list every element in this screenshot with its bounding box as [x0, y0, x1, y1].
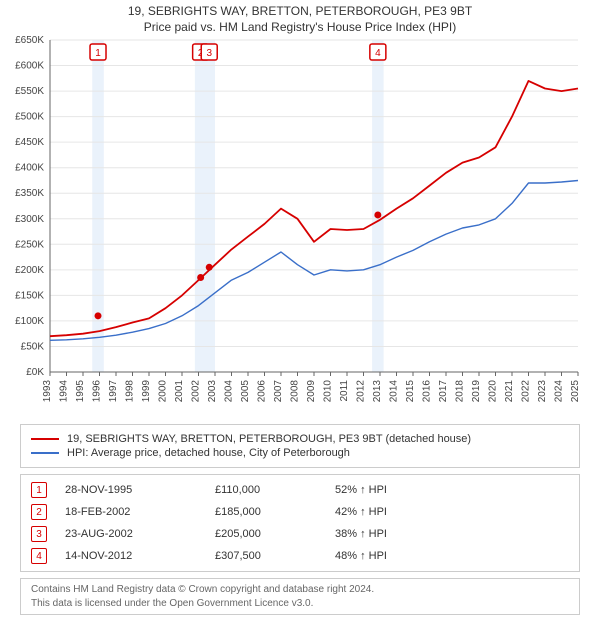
- price-chart: £0K £50K £100K £150K £200K £250K £300K £350K £40…: [0, 36, 600, 416]
- svg-text:4: 4: [375, 48, 381, 59]
- svg-text:2021: 2021: [504, 380, 515, 403]
- svg-text:2025: 2025: [570, 380, 581, 403]
- svg-text:3: 3: [206, 48, 212, 59]
- svg-text:2018: 2018: [455, 380, 466, 403]
- svg-text:2005: 2005: [240, 380, 251, 403]
- svg-text:1993: 1993: [42, 380, 53, 403]
- svg-text:1997: 1997: [108, 380, 119, 403]
- svg-text:£300K: £300K: [15, 214, 44, 225]
- svg-text:2022: 2022: [521, 380, 532, 403]
- svg-text:£50K: £50K: [21, 341, 45, 352]
- sale-marker-icon: 3: [31, 526, 47, 542]
- sale-date: 23-AUG-2002: [65, 528, 215, 540]
- sale-price: £185,000: [215, 506, 335, 518]
- sale-diff: 38% ↑ HPI: [335, 528, 455, 540]
- sale-price: £205,000: [215, 528, 335, 540]
- sale-date: 28-NOV-1995: [65, 484, 215, 496]
- svg-text:2016: 2016: [422, 380, 433, 403]
- svg-text:£100K: £100K: [15, 316, 44, 327]
- page-title: 19, SEBRIGHTS WAY, BRETTON, PETERBOROUGH…: [0, 4, 600, 18]
- svg-text:1994: 1994: [59, 380, 70, 403]
- sale-price: £110,000: [215, 484, 335, 496]
- sale-marker-icon: 4: [31, 548, 47, 564]
- table-row: 2 18-FEB-2002 £185,000 42% ↑ HPI: [31, 501, 569, 523]
- svg-text:2000: 2000: [158, 380, 169, 403]
- svg-text:£200K: £200K: [15, 265, 44, 276]
- table-row: 3 23-AUG-2002 £205,000 38% ↑ HPI: [31, 523, 569, 545]
- svg-text:2020: 2020: [488, 380, 499, 403]
- sale-diff: 48% ↑ HPI: [335, 550, 455, 562]
- svg-text:2010: 2010: [323, 380, 334, 403]
- svg-text:1: 1: [95, 48, 101, 59]
- svg-text:2017: 2017: [438, 380, 449, 403]
- svg-text:2004: 2004: [224, 380, 235, 403]
- svg-text:£250K: £250K: [15, 239, 44, 250]
- page-subtitle: Price paid vs. HM Land Registry's House …: [0, 20, 600, 34]
- legend-item: HPI: Average price, detached house, City…: [31, 447, 569, 459]
- sale-date: 18-FEB-2002: [65, 506, 215, 518]
- legend-item: 19, SEBRIGHTS WAY, BRETTON, PETERBOROUGH…: [31, 433, 569, 445]
- svg-text:2003: 2003: [207, 380, 218, 403]
- svg-text:2014: 2014: [389, 380, 400, 403]
- footer: Contains HM Land Registry data © Crown c…: [20, 578, 580, 615]
- footer-line: Contains HM Land Registry data © Crown c…: [31, 583, 569, 597]
- titles: 19, SEBRIGHTS WAY, BRETTON, PETERBOROUGH…: [0, 0, 600, 36]
- svg-text:2007: 2007: [273, 380, 284, 403]
- legend-label: 19, SEBRIGHTS WAY, BRETTON, PETERBOROUGH…: [67, 433, 471, 445]
- svg-text:£150K: £150K: [15, 290, 44, 301]
- svg-text:2015: 2015: [405, 380, 416, 403]
- svg-text:1998: 1998: [125, 380, 136, 403]
- svg-text:2011: 2011: [339, 380, 350, 402]
- sale-marker-icon: 1: [31, 482, 47, 498]
- svg-text:2009: 2009: [306, 380, 317, 403]
- svg-text:1995: 1995: [75, 380, 86, 403]
- svg-text:£350K: £350K: [15, 188, 44, 199]
- svg-text:2023: 2023: [537, 380, 548, 403]
- chart-svg: £0K £50K £100K £150K £200K £250K £300K £350K £40…: [0, 36, 600, 416]
- table-row: 1 28-NOV-1995 £110,000 52% ↑ HPI: [31, 479, 569, 501]
- sale-diff: 52% ↑ HPI: [335, 484, 455, 496]
- svg-text:£400K: £400K: [15, 163, 44, 174]
- svg-text:2002: 2002: [191, 380, 202, 403]
- svg-text:1996: 1996: [92, 380, 103, 403]
- svg-text:2006: 2006: [257, 380, 268, 403]
- svg-text:£450K: £450K: [15, 137, 44, 148]
- sale-date: 14-NOV-2012: [65, 550, 215, 562]
- svg-text:1999: 1999: [141, 380, 152, 403]
- legend: 19, SEBRIGHTS WAY, BRETTON, PETERBOROUGH…: [20, 424, 580, 468]
- footer-line: This data is licensed under the Open Gov…: [31, 597, 569, 611]
- sale-price: £307,500: [215, 550, 335, 562]
- transactions-table: 1 28-NOV-1995 £110,000 52% ↑ HPI 2 18-FE…: [20, 474, 580, 572]
- legend-swatch-icon: [31, 438, 59, 440]
- svg-text:£0K: £0K: [26, 367, 44, 378]
- svg-text:2024: 2024: [554, 380, 565, 403]
- svg-text:2008: 2008: [290, 380, 301, 403]
- sale-diff: 42% ↑ HPI: [335, 506, 455, 518]
- svg-text:£500K: £500K: [15, 112, 44, 123]
- svg-text:£550K: £550K: [15, 86, 44, 97]
- sale-marker-icon: 2: [31, 504, 47, 520]
- svg-text:2019: 2019: [471, 380, 482, 403]
- svg-text:£650K: £650K: [15, 36, 44, 46]
- svg-text:2012: 2012: [356, 380, 367, 403]
- legend-swatch-icon: [31, 452, 59, 454]
- legend-label: HPI: Average price, detached house, City…: [67, 447, 350, 459]
- svg-text:2001: 2001: [174, 380, 185, 403]
- svg-text:£600K: £600K: [15, 61, 44, 72]
- table-row: 4 14-NOV-2012 £307,500 48% ↑ HPI: [31, 545, 569, 567]
- svg-text:2013: 2013: [372, 380, 383, 403]
